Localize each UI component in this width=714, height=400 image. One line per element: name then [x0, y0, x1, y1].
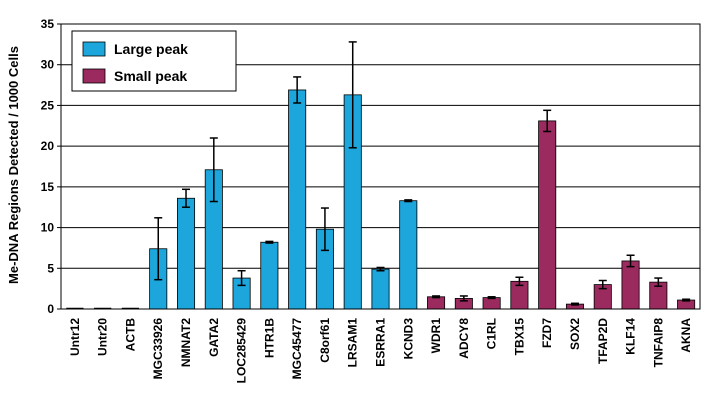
x-tick-label: TBX15: [512, 318, 526, 356]
x-tick-label: MGC45477: [290, 318, 304, 380]
bar-c1rl: [482, 297, 501, 310]
bar-mgc45477: [288, 89, 307, 310]
x-tick-label: ACTB: [123, 318, 137, 352]
bar-nmnat2: [177, 197, 196, 310]
x-tick-label: LRSAM1: [346, 318, 360, 368]
y-axis-title: Me-DNA Regions Detected / 1000 Cells: [6, 46, 21, 284]
x-tick-label: MGC33926: [151, 318, 165, 380]
y-tick-label: 30: [41, 58, 55, 72]
x-tick-label: Untr12: [68, 318, 82, 356]
legend-swatch-large: [82, 41, 106, 57]
y-tick-label: 35: [41, 17, 55, 31]
x-tick-label: ESRRA1: [374, 318, 388, 367]
y-tick-label: 0: [47, 302, 54, 316]
x-tick-label: SOX2: [568, 318, 582, 350]
x-tick-label: KLF14: [624, 318, 638, 355]
x-tick-label: Untr20: [96, 318, 110, 356]
x-tick-label: KCND3: [401, 318, 415, 360]
x-tick-label: FZD7: [540, 318, 554, 348]
bars: [66, 41, 696, 310]
legend: Large peak Small peak: [71, 30, 237, 92]
y-tick-label: 10: [41, 221, 55, 235]
y-tick-label: 20: [41, 139, 55, 153]
y-tick-label: 25: [41, 98, 55, 112]
x-tick-label: ADCY8: [457, 318, 471, 359]
legend-label-small: Small peak: [114, 68, 187, 84]
x-tick-label: HTR1B: [262, 318, 276, 358]
bar-htr1b: [260, 241, 279, 310]
x-tick-label: TNFAIP8: [651, 318, 665, 368]
x-tick-label: AKNA: [679, 318, 693, 353]
legend-label-large: Large peak: [114, 41, 188, 57]
bar-fzd7: [538, 120, 557, 310]
x-tick-label: WDR1: [429, 318, 443, 354]
bar-klf14: [621, 260, 640, 310]
x-tick-label: C1RL: [485, 318, 499, 349]
bar-wdr1: [427, 296, 446, 310]
x-tick-label: NMNAT2: [179, 318, 193, 367]
x-tick-label: LOC285429: [235, 318, 249, 384]
plot-frame: [60, 23, 701, 310]
x-tick-label: TFAP2D: [596, 318, 610, 364]
axes: [57, 23, 701, 310]
bar-kcnd3: [399, 200, 418, 310]
y-tick-labels: 0 5 10 15 20 25 30 35: [41, 17, 55, 316]
bar-esrra1: [371, 268, 390, 310]
x-tick-labels: Untr12 Untr20 ACTB MGC33926 NMNAT2 GATA2 LOC28…: [68, 318, 693, 384]
y-tick-label: 5: [47, 261, 54, 275]
y-tick-label: 15: [41, 180, 55, 194]
x-tick-label: GATA2: [207, 318, 221, 357]
x-tick-label: C8orf61: [318, 318, 332, 363]
legend-swatch-small: [82, 68, 106, 84]
